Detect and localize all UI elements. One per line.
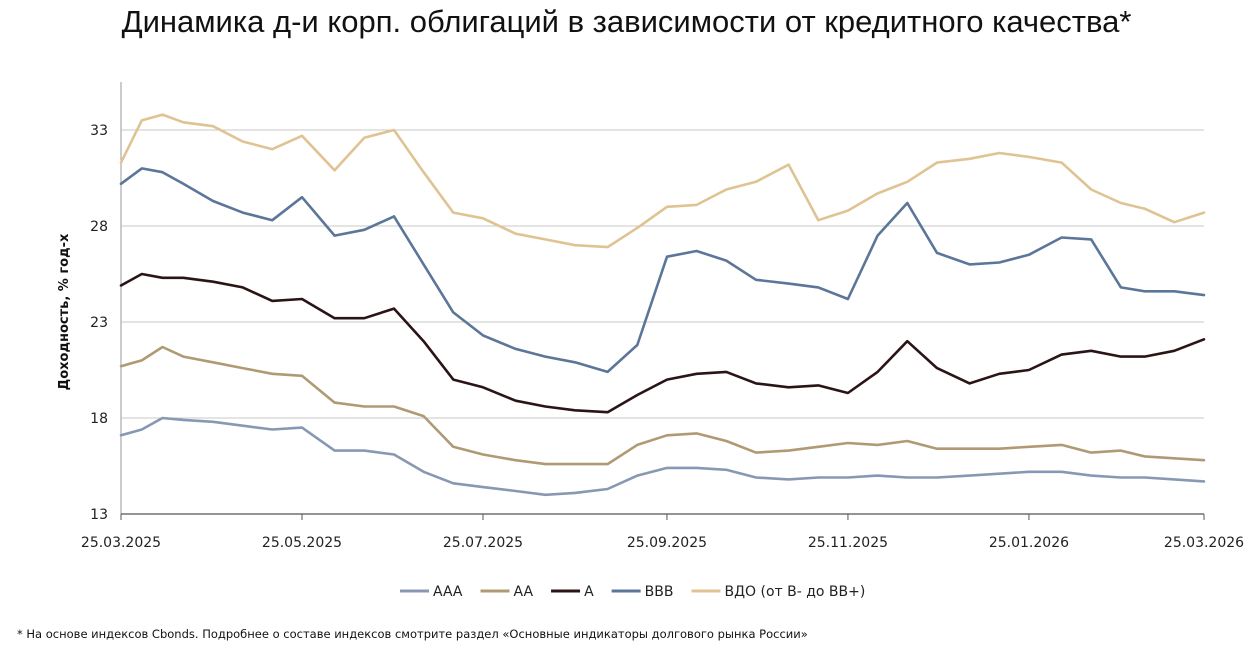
y-tick-label: 23 [90,315,108,331]
legend-label: BBB [645,584,674,600]
legend: AAA AA A BBB ВДО (от B- до BB+) [400,584,865,600]
x-tick-label: 25.07.2025 [443,535,523,551]
series-line-2 [119,345,1206,466]
series-line-4 [119,167,1206,374]
footnote: * На основе индексов Cbonds. Подробнее о… [17,627,808,641]
series-line-1 [119,416,1206,497]
x-tick-label: 25.09.2025 [627,535,707,551]
x-tick-label: 25.05.2025 [262,535,342,551]
series-line-5 [119,113,1206,249]
series-lines [119,113,1206,497]
y-axis-ticks: 13 18 23 28 33 [90,123,108,523]
legend-label: AAA [433,584,463,600]
x-tick-label: 25.01.2026 [989,535,1069,551]
legend-label: AA [514,584,534,600]
x-tick-label: 25.11.2025 [808,535,888,551]
y-tick-label: 13 [90,507,108,523]
line-chart: 13 18 23 28 33 25.03.2025 25.05.2025 25.07.202… [57,82,1244,600]
y-axis-label: Доходность, % год-х [57,233,72,390]
legend-label: ВДО (от B- до BB+) [724,584,865,600]
legend-label: A [584,584,594,600]
y-tick-label: 28 [90,219,108,235]
x-tick-label: 25.03.2026 [1164,535,1244,551]
y-tick-label: 33 [90,123,108,139]
gridlines [121,129,1204,419]
y-tick-label: 18 [90,411,108,427]
x-axis: 25.03.2025 25.05.2025 25.07.2025 25.09.2025… [81,82,1244,551]
chart-title: Динамика д-и корп. облигаций в зависимос… [121,4,1132,39]
series-line-3 [119,272,1206,414]
x-tick-label: 25.03.2025 [81,535,161,551]
